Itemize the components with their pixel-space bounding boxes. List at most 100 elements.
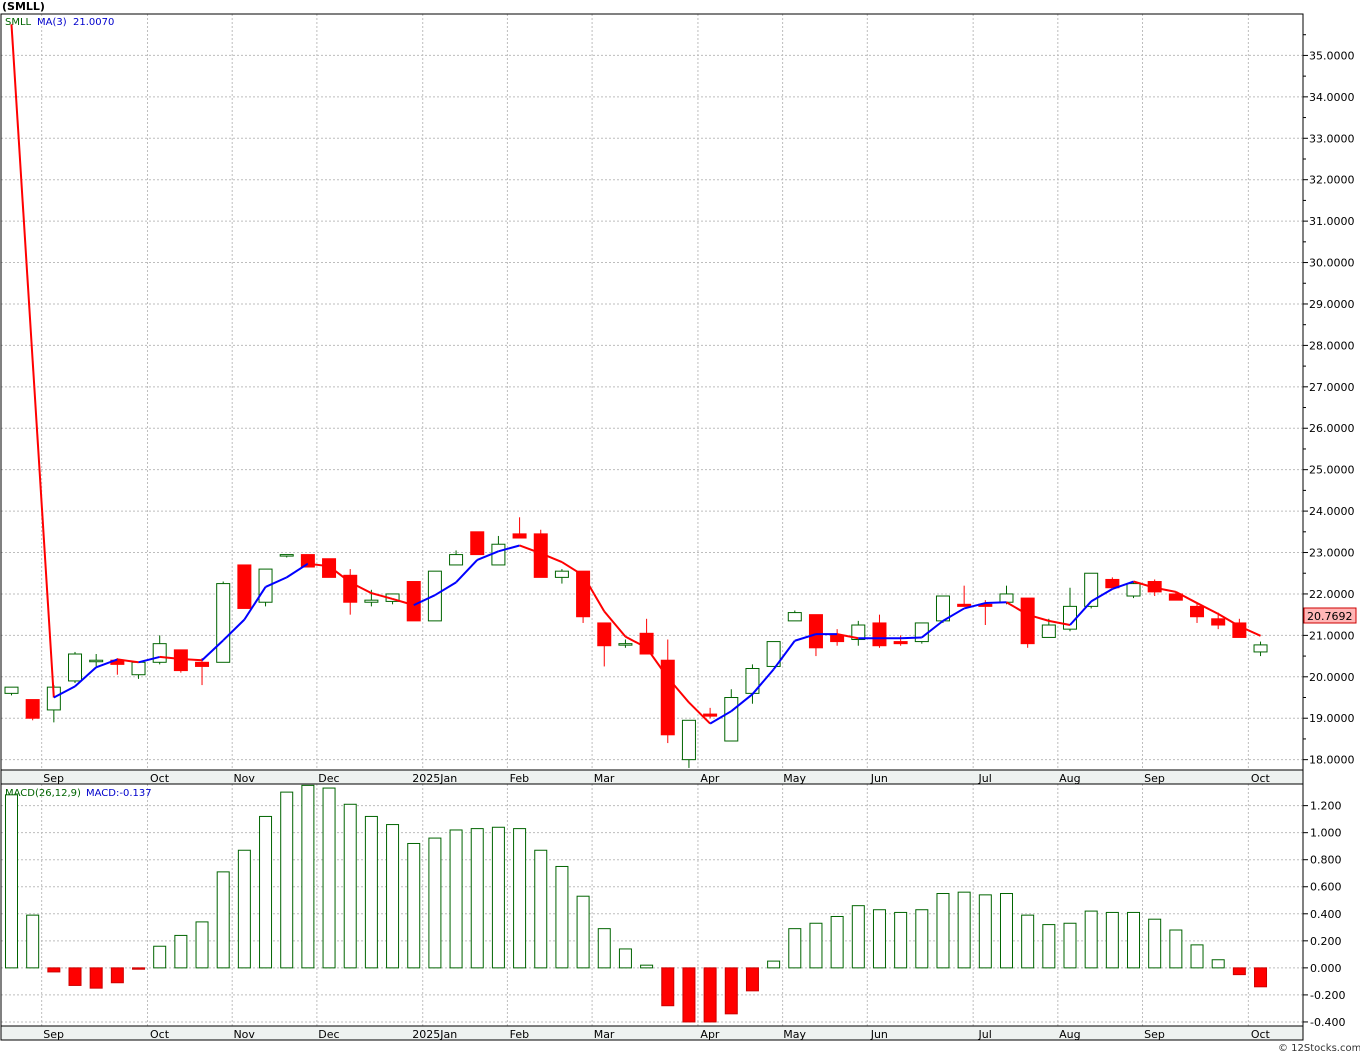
- candle-body: [1020, 597, 1035, 645]
- x-tick-label-macd: Mar: [594, 1028, 615, 1041]
- ma-segment: [561, 561, 584, 577]
- macd-bar: [1042, 924, 1056, 969]
- price-tick-label: 35.0000: [1309, 49, 1355, 62]
- price-tick-label: 28.0000: [1309, 339, 1355, 352]
- candle-body: [131, 661, 146, 676]
- ma-segment: [413, 594, 436, 607]
- x-tick-label-macd: Jul: [978, 1028, 992, 1041]
- candle-body: [25, 699, 40, 719]
- candle-body: [364, 599, 379, 603]
- macd-bar: [872, 909, 886, 969]
- candle-body: [1190, 605, 1205, 618]
- macd-bar: [407, 842, 421, 969]
- macd-bar: [513, 828, 527, 969]
- ma-segment: [942, 607, 965, 622]
- legend-symbol: SMLL: [5, 17, 32, 28]
- ma-segment: [95, 658, 118, 669]
- macd-bar: [1232, 967, 1246, 976]
- x-tick-label: Nov: [233, 772, 255, 785]
- ma-segment: [1238, 625, 1261, 637]
- price-tick-label: 21.0000: [1309, 629, 1355, 642]
- candle-body: [681, 719, 696, 761]
- candle-body: [787, 612, 802, 622]
- candle-body: [89, 659, 104, 663]
- x-tick-label: May: [783, 772, 806, 785]
- candle-body: [216, 583, 231, 663]
- macd-bar: [1063, 922, 1077, 969]
- ma-segment: [222, 618, 246, 642]
- macd-tick-label: -0.400: [1310, 1016, 1345, 1029]
- price-tick-label: 26.0000: [1309, 422, 1355, 435]
- macd-bar: [364, 815, 378, 969]
- ma-segment: [180, 657, 203, 662]
- macd-bar: [153, 945, 167, 969]
- candle-body: [808, 614, 823, 649]
- macd-bar: [661, 967, 675, 1007]
- chart-title: (SMLL): [2, 0, 45, 13]
- macd-bar: [597, 928, 611, 969]
- ma-segment: [1154, 586, 1177, 593]
- macd-bar: [301, 784, 315, 969]
- macd-bar: [767, 960, 781, 969]
- ma-segment: [1133, 580, 1155, 589]
- ma-segment: [117, 658, 139, 664]
- ma-segment: [730, 693, 754, 712]
- price-tick-label: 22.0000: [1309, 588, 1355, 601]
- ma-segment: [794, 633, 817, 642]
- candle-body: [237, 564, 252, 609]
- macd-bar: [1127, 911, 1141, 969]
- x-tick-label-macd: Feb: [510, 1028, 529, 1041]
- ma-segment: [1048, 619, 1071, 626]
- macd-bar: [936, 893, 950, 969]
- ma-segment: [582, 574, 606, 612]
- macd-bar: [132, 967, 146, 970]
- macd-bar: [809, 922, 823, 969]
- ma-segment: [985, 601, 1007, 605]
- ma-segment: [1217, 612, 1240, 628]
- macd-bar: [682, 967, 696, 1023]
- ma-segment: [1196, 602, 1219, 615]
- x-tick-label-macd: Dec: [318, 1028, 339, 1041]
- candle-body: [766, 641, 781, 667]
- price-tick-label: 27.0000: [1309, 381, 1355, 394]
- ma-segment: [836, 633, 859, 640]
- ma-segment: [751, 668, 775, 695]
- ma-segment: [1069, 600, 1092, 626]
- ma-segment: [74, 666, 97, 688]
- ma-segment: [1027, 613, 1050, 622]
- price-tick-label: 24.0000: [1309, 505, 1355, 518]
- macd-bar: [1169, 929, 1183, 969]
- price-tick-label: 30.0000: [1309, 257, 1355, 270]
- price-tick-label: 34.0000: [1309, 91, 1355, 104]
- macd-bar: [999, 893, 1013, 969]
- macd-bar: [428, 837, 442, 969]
- price-tick-label: 18.0000: [1309, 754, 1355, 767]
- candle-body: [1105, 578, 1120, 589]
- macd-tick-label: 0.600: [1310, 881, 1342, 894]
- price-tick-label: 19.0000: [1309, 712, 1355, 725]
- candle-body: [999, 593, 1014, 603]
- candle-body: [1126, 583, 1141, 597]
- candle-body: [1063, 605, 1077, 630]
- ma-segment: [307, 562, 330, 568]
- candle-body: [893, 641, 908, 645]
- macd-legend-name: MACD(26,12,9): [5, 788, 81, 799]
- x-tick-label: Oct: [1251, 772, 1271, 785]
- candle-body: [957, 603, 972, 607]
- macd-tick-label: 0.000: [1310, 962, 1342, 975]
- macd-bar: [1190, 944, 1204, 969]
- macd-bar: [470, 828, 484, 969]
- x-axis-band-bottom: [0, 1025, 1304, 1041]
- x-tick-label-macd: Oct: [150, 1028, 170, 1041]
- ma-segment: [159, 655, 181, 660]
- current-price-text: 20.7692: [1307, 610, 1353, 623]
- macd-bar: [174, 934, 188, 969]
- x-tick-label-macd: Nov: [233, 1028, 255, 1041]
- macd-bar: [724, 967, 738, 1015]
- ma-segment: [455, 559, 478, 584]
- ma-segment: [772, 640, 796, 670]
- macd-bar: [555, 865, 569, 969]
- ma-segment: [1090, 588, 1113, 603]
- ma-segment: [328, 565, 351, 584]
